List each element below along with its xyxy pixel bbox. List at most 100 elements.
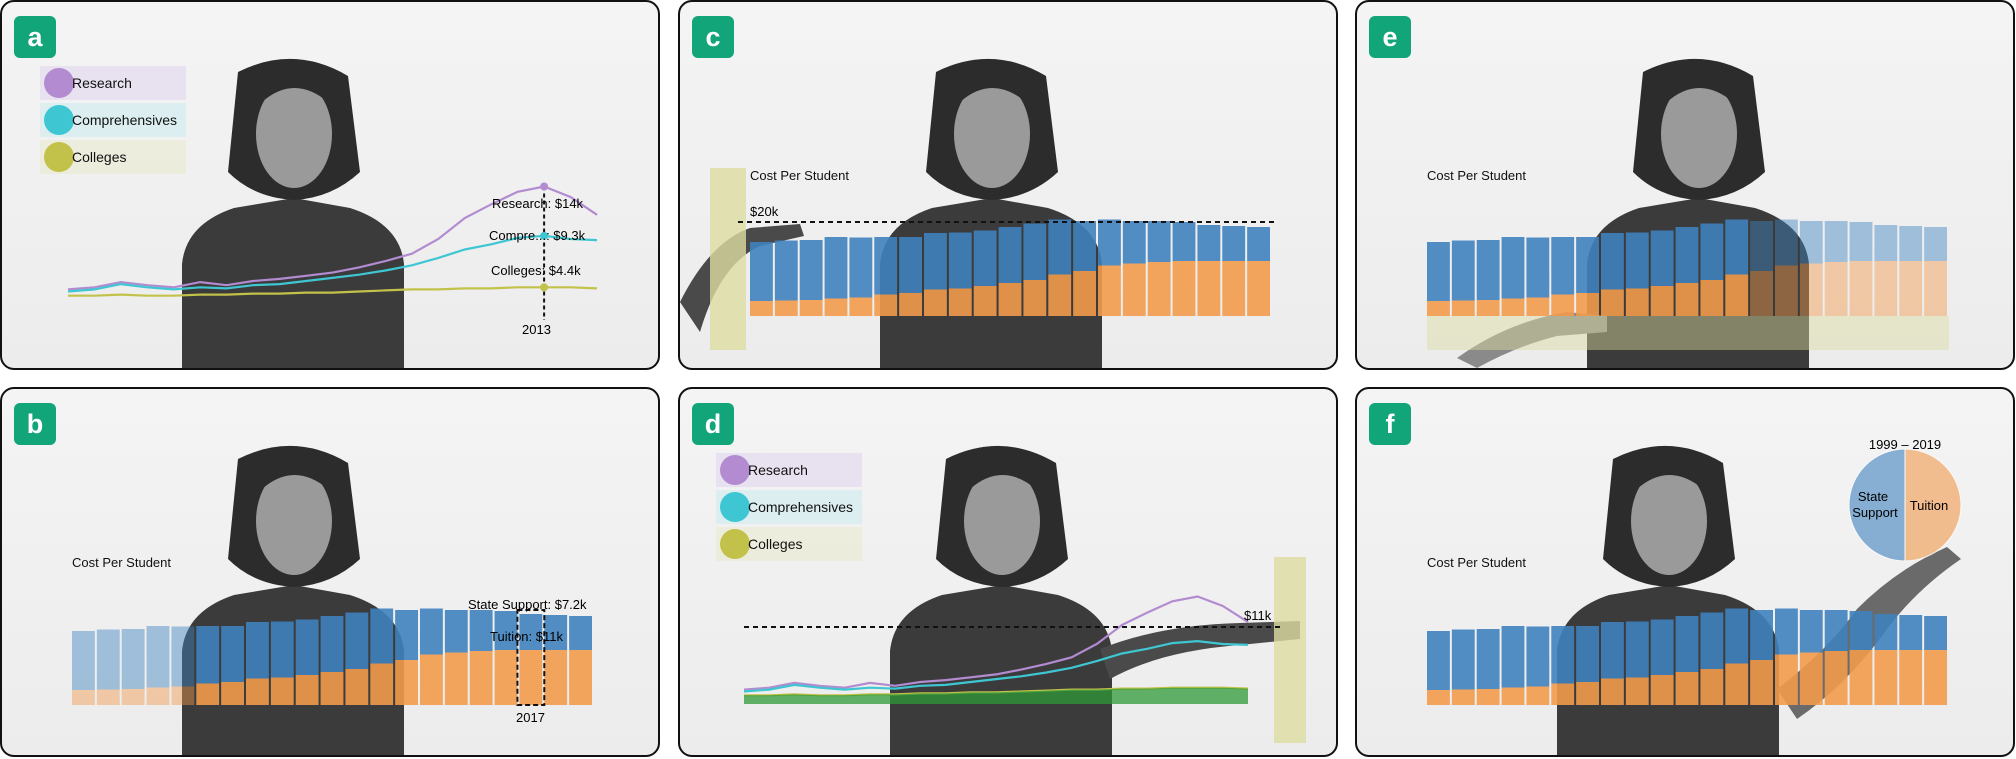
pie-title: 1999 – 2019 — [1869, 437, 1941, 452]
legend-item-research[interactable]: Research — [40, 66, 186, 100]
tuition-bar — [799, 300, 823, 316]
tuition-bar — [221, 682, 244, 705]
tuition-bar — [494, 650, 518, 705]
legend-item-comprehensives[interactable]: Comprehensives — [40, 103, 186, 137]
state-support-bar — [1501, 237, 1525, 299]
state-support-bar — [1526, 237, 1550, 298]
panel-e: e Cost Per Student — [1355, 0, 2015, 370]
panel-label: a — [14, 16, 56, 58]
highlight-band — [1427, 316, 1949, 350]
tuition-bar — [1750, 271, 1773, 316]
tuition-bar — [973, 286, 997, 316]
highlight-band — [710, 168, 746, 350]
state-support-bar — [1625, 621, 1649, 678]
state-support-bar — [1625, 232, 1649, 289]
legend-item-comprehensives[interactable]: Comprehensives — [716, 490, 862, 524]
x-marker-label: 2017 — [516, 710, 545, 725]
series-line-research — [743, 595, 1249, 691]
annotation-state-support: State Support: $7.2k — [468, 597, 587, 612]
state-support-bar — [345, 612, 369, 669]
legend-dot — [720, 492, 750, 522]
tuition-bar — [1775, 654, 1798, 705]
state-support-bar — [1899, 226, 1923, 261]
bar-chart-b: Cost Per Student State Support: $7.2k Tuit… — [72, 555, 592, 725]
annotation-research: Research: $14k — [492, 196, 584, 211]
annotation-tuition: Tuition: $11k — [490, 629, 563, 644]
tuition-bar — [1451, 300, 1475, 316]
tuition-bar — [1849, 650, 1873, 705]
legend-item-research[interactable]: Research — [716, 453, 862, 487]
tuition-bar — [924, 289, 947, 316]
tuition-bar — [1551, 294, 1575, 316]
legend-dot — [720, 455, 750, 485]
state-support-bar — [1849, 222, 1873, 261]
tuition-bar — [1675, 283, 1699, 316]
tuition-bar — [1725, 663, 1749, 705]
tuition-bar — [246, 678, 269, 705]
tuition-bar — [544, 650, 568, 705]
state-support-bar — [395, 610, 418, 660]
tuition-bar — [1824, 262, 1848, 316]
pie-slice — [1904, 448, 1962, 562]
state-support-bar — [1775, 608, 1798, 655]
tuition-bar — [1725, 274, 1749, 316]
legend-item-colleges[interactable]: Colleges — [716, 527, 862, 561]
tuition-bar — [444, 652, 468, 705]
tuition-bar — [1247, 261, 1270, 316]
state-support-bar — [750, 242, 773, 301]
legend-dot — [44, 68, 74, 98]
state-support-bar — [998, 227, 1022, 283]
tuition-bar — [270, 677, 294, 705]
tuition-bar — [874, 294, 898, 316]
tuition-bar — [948, 288, 972, 316]
tuition-bar — [295, 675, 319, 705]
tuition-bar — [1576, 682, 1599, 705]
tuition-bar — [1874, 261, 1898, 316]
bar-group — [72, 608, 592, 705]
tuition-bar — [1899, 261, 1923, 316]
state-support-bar — [899, 237, 922, 293]
state-support-bar — [1501, 626, 1525, 688]
state-support-bar — [1451, 629, 1475, 690]
state-support-bar — [420, 608, 443, 655]
tuition-bar — [998, 283, 1022, 316]
state-support-bar — [1750, 610, 1773, 660]
tuition-bar — [1849, 261, 1873, 316]
state-support-bar — [1427, 631, 1450, 690]
tuition-bar — [1650, 675, 1674, 705]
panel-label: d — [692, 403, 734, 445]
tuition-bar — [1048, 274, 1072, 316]
legend-dot — [720, 529, 750, 559]
state-support-bar — [1526, 626, 1550, 687]
state-support-bar — [1576, 626, 1599, 682]
state-support-bar — [1650, 619, 1674, 675]
legend: Research Comprehensives Colleges — [40, 66, 186, 177]
tuition-bar — [96, 689, 120, 705]
annotation-colleges: Colleges: $4.4k — [491, 263, 581, 278]
legend-item-colleges[interactable]: Colleges — [40, 140, 186, 174]
tuition-bar — [1023, 280, 1047, 316]
state-support-bar — [121, 629, 145, 689]
legend-label: Comprehensives — [72, 112, 178, 128]
state-support-bar — [569, 616, 592, 650]
state-support-bar — [196, 626, 220, 684]
tuition-bar — [1601, 678, 1624, 705]
pie-label: State — [1858, 489, 1888, 504]
state-support-bar — [1824, 221, 1848, 262]
panel-label: f — [1369, 403, 1411, 445]
state-support-bar — [544, 615, 568, 650]
state-support-bar — [1924, 227, 1947, 261]
tuition-bar — [469, 651, 493, 705]
tuition-bar — [320, 672, 344, 705]
tuition-bar — [899, 293, 922, 316]
state-support-bar — [270, 621, 294, 678]
state-support-bar — [96, 629, 120, 690]
panel-label: c — [692, 16, 734, 58]
tuition-bar — [121, 689, 145, 705]
state-support-bar — [1147, 221, 1171, 262]
state-support-bar — [1799, 610, 1823, 653]
state-support-bar — [320, 616, 344, 672]
legend-label: Research — [748, 462, 808, 478]
series-line-comprehensives — [67, 234, 598, 293]
state-support-bar — [494, 611, 518, 650]
